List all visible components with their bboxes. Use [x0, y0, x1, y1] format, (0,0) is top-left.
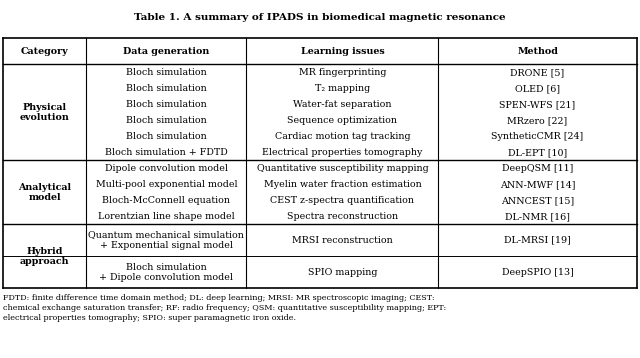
- Text: DeepQSM [11]: DeepQSM [11]: [502, 164, 573, 173]
- Text: ANNCEST [15]: ANNCEST [15]: [501, 196, 574, 205]
- Text: Dipole convolution model: Dipole convolution model: [105, 164, 228, 173]
- Text: OLED [6]: OLED [6]: [515, 84, 560, 93]
- Text: Bloch-McConnell equation: Bloch-McConnell equation: [102, 196, 230, 205]
- Text: Method: Method: [517, 47, 558, 55]
- Text: Water-fat separation: Water-fat separation: [293, 100, 392, 109]
- Text: MR fingerprinting: MR fingerprinting: [299, 68, 386, 77]
- Text: DL-NMR [16]: DL-NMR [16]: [505, 212, 570, 221]
- Text: Hybrid
approach: Hybrid approach: [20, 247, 70, 266]
- Text: Lorentzian line shape model: Lorentzian line shape model: [98, 212, 235, 221]
- Text: Physical
evolution: Physical evolution: [20, 103, 70, 122]
- Text: Table 1. A summary of IPADS in biomedical magnetic resonance: Table 1. A summary of IPADS in biomedica…: [134, 13, 506, 21]
- Text: Spectra reconstruction: Spectra reconstruction: [287, 212, 398, 221]
- Text: Category: Category: [21, 47, 68, 55]
- Text: Bloch simulation: Bloch simulation: [126, 100, 207, 109]
- Text: Quantum mechanical simulation
+ Exponential signal model: Quantum mechanical simulation + Exponent…: [88, 231, 244, 250]
- Text: Data generation: Data generation: [124, 47, 209, 55]
- Text: DL-MRSI [19]: DL-MRSI [19]: [504, 236, 571, 245]
- Text: Bloch simulation: Bloch simulation: [126, 132, 207, 141]
- Text: SPEN-WFS [21]: SPEN-WFS [21]: [499, 100, 576, 109]
- Text: Cardiac motion tag tracking: Cardiac motion tag tracking: [275, 132, 410, 141]
- Text: CEST z-spectra quantification: CEST z-spectra quantification: [271, 196, 415, 205]
- Text: MRSI reconstruction: MRSI reconstruction: [292, 236, 393, 245]
- Text: FDTD: finite difference time domain method; DL: deep learning; MRSI: MR spectros: FDTD: finite difference time domain meth…: [3, 294, 447, 322]
- Text: SPIO mapping: SPIO mapping: [308, 268, 377, 277]
- Text: Quantitative susceptibility mapping: Quantitative susceptibility mapping: [257, 164, 428, 173]
- Text: ANN-MWF [14]: ANN-MWF [14]: [500, 180, 575, 189]
- Text: MRzero [22]: MRzero [22]: [508, 116, 568, 125]
- Text: SyntheticCMR [24]: SyntheticCMR [24]: [492, 132, 584, 141]
- Text: T₂ mapping: T₂ mapping: [315, 84, 370, 93]
- Text: Bloch simulation: Bloch simulation: [126, 68, 207, 77]
- Text: Learning issues: Learning issues: [301, 47, 384, 55]
- Text: Analytical
model: Analytical model: [18, 183, 72, 202]
- Text: DeepSPIO [13]: DeepSPIO [13]: [502, 268, 573, 277]
- Text: Multi-pool exponential model: Multi-pool exponential model: [95, 180, 237, 189]
- Text: Myelin water fraction estimation: Myelin water fraction estimation: [264, 180, 421, 189]
- Text: Bloch simulation: Bloch simulation: [126, 116, 207, 125]
- Text: Electrical properties tomography: Electrical properties tomography: [262, 148, 422, 157]
- Text: Bloch simulation
+ Dipole convolution model: Bloch simulation + Dipole convolution mo…: [99, 262, 234, 282]
- Text: DRONE [5]: DRONE [5]: [511, 68, 564, 77]
- Text: Sequence optimization: Sequence optimization: [287, 116, 397, 125]
- Text: DL-EPT [10]: DL-EPT [10]: [508, 148, 567, 157]
- Text: Bloch simulation + FDTD: Bloch simulation + FDTD: [105, 148, 228, 157]
- Text: Bloch simulation: Bloch simulation: [126, 84, 207, 93]
